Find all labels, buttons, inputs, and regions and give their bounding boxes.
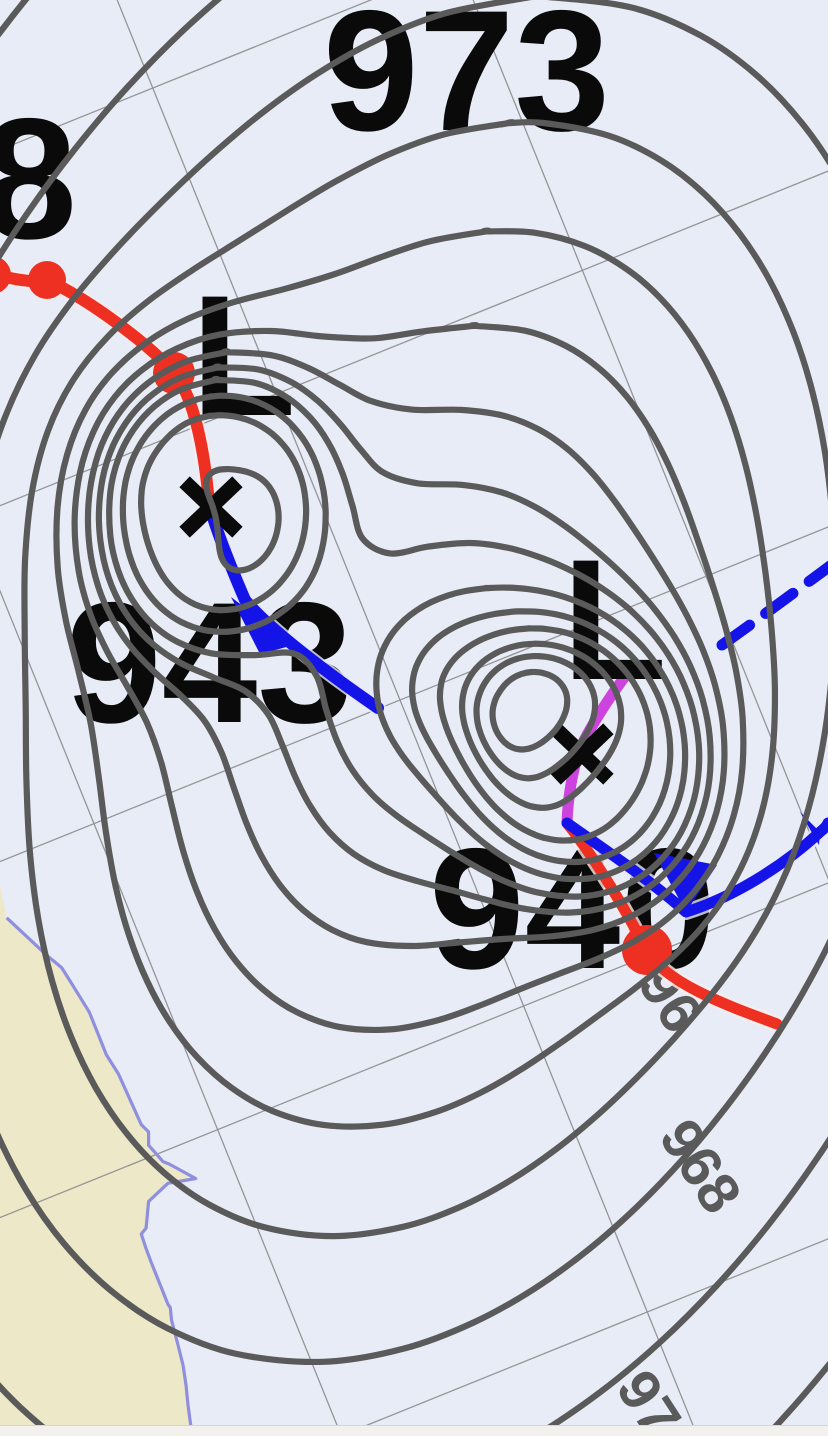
svg-text:958: 958: [0, 83, 77, 275]
svg-text:973: 973: [323, 0, 610, 167]
